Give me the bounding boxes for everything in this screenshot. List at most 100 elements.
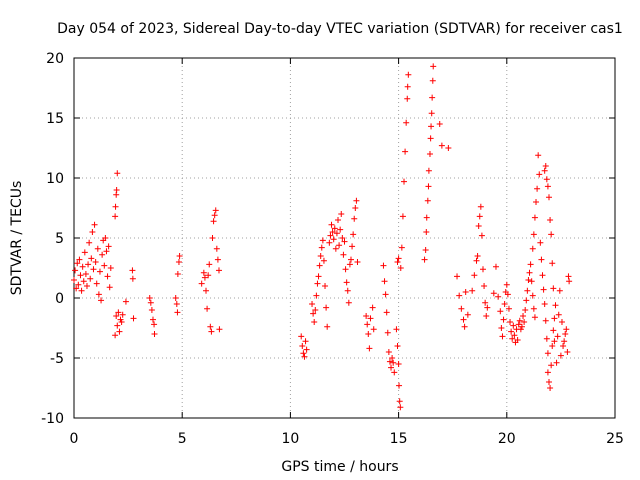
axis-ticks: 0 5 10 15 20 25 -10 -5 0 5 10 15 20 bbox=[41, 51, 624, 447]
data-point bbox=[214, 256, 221, 263]
data-point bbox=[561, 338, 568, 345]
data-point bbox=[520, 313, 527, 319]
data-point bbox=[113, 187, 120, 193]
data-point bbox=[549, 343, 556, 349]
data-point bbox=[212, 207, 219, 214]
data-point bbox=[526, 269, 533, 276]
data-point bbox=[479, 266, 486, 273]
data-point bbox=[366, 345, 373, 352]
data-point bbox=[495, 293, 502, 300]
data-point bbox=[543, 176, 550, 183]
data-point bbox=[390, 359, 397, 366]
data-point bbox=[395, 255, 402, 262]
data-point bbox=[92, 259, 99, 265]
data-point bbox=[298, 333, 305, 340]
data-point bbox=[106, 284, 113, 291]
data-point bbox=[96, 268, 103, 275]
data-point bbox=[299, 343, 306, 349]
data-point bbox=[174, 309, 181, 316]
data-point bbox=[428, 123, 435, 130]
data-point bbox=[389, 355, 396, 361]
data-point bbox=[149, 316, 156, 323]
data-point bbox=[148, 307, 155, 313]
data-point bbox=[318, 244, 325, 251]
data-point bbox=[336, 242, 343, 249]
data-point bbox=[333, 230, 340, 237]
data-point bbox=[531, 214, 538, 221]
data-point bbox=[210, 218, 217, 225]
chart-title: Day 054 of 2023, Sidereal Day-to-day VTE… bbox=[57, 21, 623, 37]
data-point bbox=[82, 271, 89, 277]
data-point bbox=[504, 291, 511, 298]
y-axis-label: SDTVAR / TECUs bbox=[9, 181, 25, 296]
data-point bbox=[147, 299, 154, 306]
data-point bbox=[174, 271, 181, 277]
data-point bbox=[394, 259, 401, 265]
data-point bbox=[541, 301, 548, 307]
data-point bbox=[540, 286, 547, 293]
data-point bbox=[423, 214, 430, 221]
x-tick-label: 5 bbox=[178, 431, 187, 447]
data-point bbox=[555, 311, 562, 318]
y-tick-label: 10 bbox=[46, 171, 64, 187]
data-point bbox=[98, 297, 105, 304]
data-point bbox=[551, 315, 558, 322]
data-point bbox=[79, 263, 86, 270]
data-point bbox=[514, 337, 521, 343]
data-point bbox=[175, 259, 182, 265]
data-point bbox=[341, 238, 348, 245]
data-point bbox=[548, 231, 555, 238]
data-point bbox=[542, 317, 549, 324]
data-point bbox=[311, 319, 318, 325]
data-point bbox=[200, 269, 207, 276]
data-point bbox=[461, 323, 468, 330]
data-point bbox=[436, 121, 443, 127]
data-point bbox=[544, 369, 551, 376]
data-point bbox=[324, 323, 331, 330]
data-point bbox=[119, 311, 126, 318]
data-point bbox=[548, 362, 555, 369]
data-point bbox=[173, 301, 180, 307]
data-point bbox=[497, 308, 504, 315]
data-point bbox=[112, 213, 119, 220]
grid bbox=[74, 58, 615, 418]
data-point bbox=[72, 267, 79, 274]
data-point bbox=[566, 278, 573, 285]
data-point bbox=[112, 332, 119, 339]
data-point bbox=[103, 248, 110, 255]
data-point bbox=[552, 302, 559, 309]
data-point bbox=[478, 232, 485, 239]
data-point bbox=[116, 328, 123, 335]
data-point bbox=[550, 285, 557, 292]
data-point bbox=[503, 281, 510, 288]
data-point bbox=[524, 287, 531, 294]
data-point bbox=[354, 259, 361, 265]
data-point bbox=[553, 359, 560, 366]
data-point bbox=[380, 262, 387, 269]
data-point bbox=[396, 398, 403, 405]
data-point bbox=[101, 262, 108, 269]
data-point bbox=[211, 212, 218, 219]
data-point bbox=[539, 272, 546, 279]
data-point bbox=[347, 256, 354, 263]
data-point bbox=[484, 304, 491, 311]
data-point bbox=[344, 287, 351, 294]
data-point bbox=[114, 322, 121, 329]
data-point bbox=[525, 277, 532, 283]
data-point bbox=[209, 235, 216, 241]
data-point bbox=[421, 256, 428, 263]
data-point bbox=[544, 350, 551, 357]
data-point bbox=[151, 331, 158, 337]
data-point bbox=[113, 313, 120, 319]
data-point bbox=[507, 319, 514, 325]
data-point bbox=[205, 272, 212, 279]
data-point bbox=[367, 315, 374, 322]
data-point bbox=[75, 281, 82, 288]
data-point bbox=[471, 272, 478, 279]
data-point bbox=[345, 299, 352, 306]
data-point bbox=[87, 275, 94, 282]
data-point bbox=[510, 322, 517, 329]
data-point bbox=[338, 211, 345, 217]
data-point bbox=[424, 197, 431, 204]
x-axis-label: GPS time / hours bbox=[281, 459, 398, 475]
